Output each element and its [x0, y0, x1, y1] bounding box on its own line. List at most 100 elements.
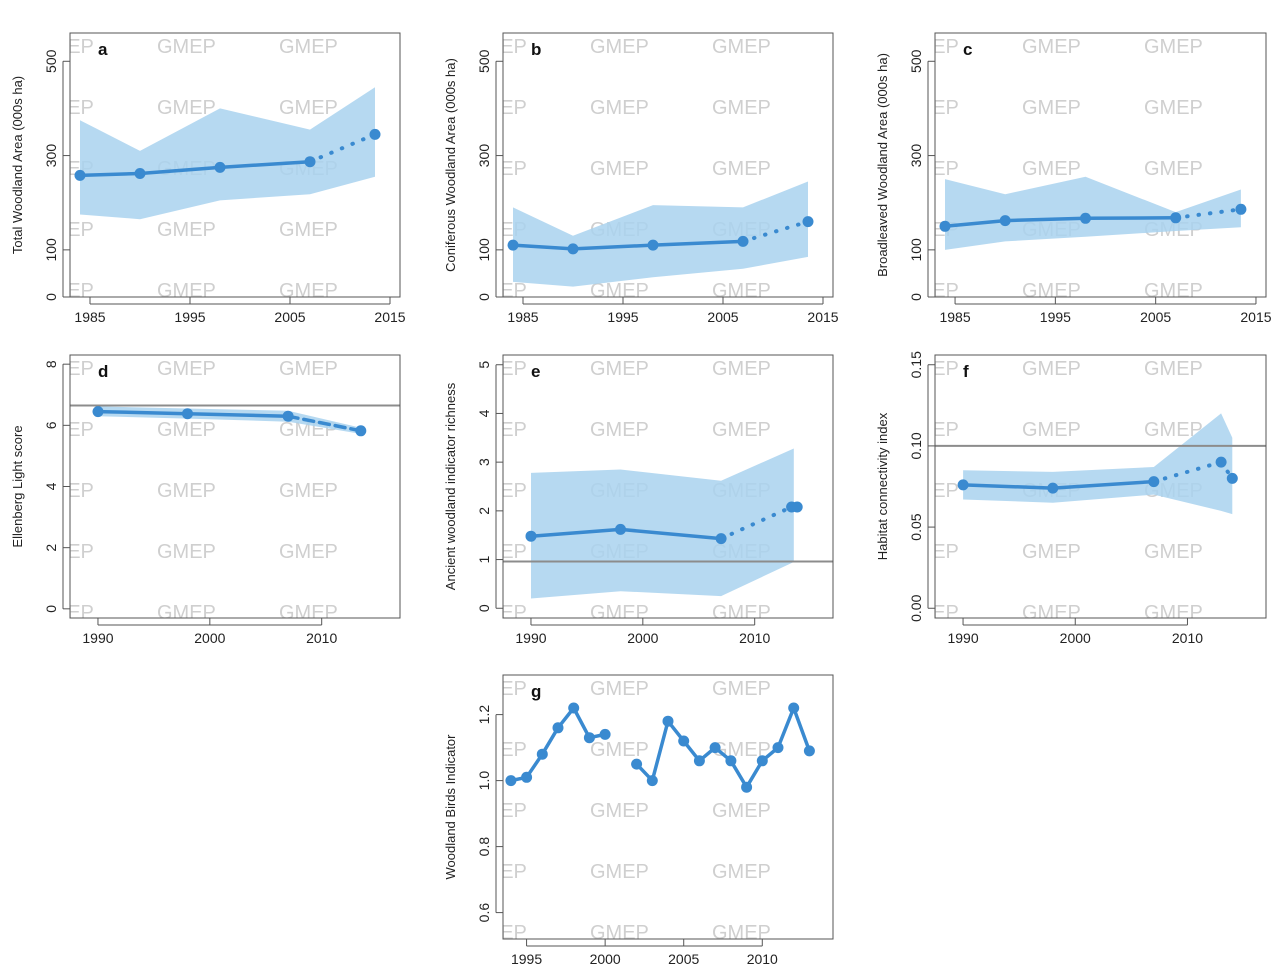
- watermark-text: GMEP: [1144, 541, 1203, 563]
- data-point: [525, 530, 537, 542]
- y-tick-label: 300: [908, 144, 924, 168]
- data-point: [369, 128, 381, 140]
- watermark-text: GMEP: [712, 358, 771, 380]
- watermark-text: GMEP: [401, 280, 460, 302]
- watermark-text: GMEP: [1022, 158, 1081, 180]
- x-tick-label: 2000: [194, 630, 225, 646]
- watermark-text: GMEP: [468, 158, 527, 180]
- watermark-group: GMEP GMEP GMEP GMEP GMEP GMEP GMEP GMEP GMEP GMEP…: [900, 36, 1276, 302]
- panel-e: GMEP GMEP GMEP GMEP GMEP GMEP GMEP GMEP GMEP GMEP…: [443, 354, 834, 646]
- watermark-text: GMEP: [590, 419, 649, 441]
- data-point: [74, 169, 86, 181]
- y-tick-label: 0: [43, 605, 59, 613]
- panel-label: e: [531, 362, 540, 381]
- x-tick-label: 2015: [807, 309, 838, 325]
- watermark-text: GMEP: [900, 97, 959, 119]
- panel-a: GMEP GMEP GMEP GMEP GMEP GMEP GMEP GMEP GMEP GMEP…: [10, 32, 460, 325]
- watermark-text: GMEP: [468, 739, 527, 761]
- watermark-group: GMEP GMEP GMEP GMEP GMEP GMEP GMEP GMEP GMEP GMEP…: [468, 678, 893, 944]
- plot-frame: [502, 354, 834, 619]
- watermark-text: GMEP: [1266, 541, 1276, 563]
- data-point: [355, 425, 367, 437]
- plot-frame: [69, 354, 401, 619]
- watermark-text: GMEP: [279, 602, 338, 624]
- confidence-band: [945, 176, 1241, 250]
- watermark-text: GMEP: [279, 541, 338, 563]
- watermark-text: GMEP: [468, 480, 527, 502]
- y-tick-label: 2: [476, 507, 492, 515]
- watermark-text: GMEP: [468, 419, 527, 441]
- series-line-1: [943, 216, 1178, 229]
- x-tick-label: 1995: [1040, 309, 1071, 325]
- y-tick-label: 1.2: [476, 705, 492, 725]
- y-tick-label: 500: [43, 49, 59, 73]
- watermark-text: GMEP: [468, 36, 527, 58]
- panel-label: b: [531, 40, 541, 59]
- y-tick-label: 0.05: [908, 513, 924, 540]
- watermark-text: GMEP: [590, 36, 649, 58]
- watermark-text: GMEP: [712, 97, 771, 119]
- series-line-1: [78, 159, 312, 178]
- x-tick-label: 2010: [747, 951, 778, 967]
- data-point: [772, 742, 784, 754]
- x-tick-label: 2000: [1060, 630, 1091, 646]
- data-point: [552, 722, 564, 734]
- data-point: [631, 758, 643, 770]
- data-point: [282, 410, 294, 422]
- y-tick-label: 3: [476, 458, 492, 466]
- data-point: [662, 715, 674, 727]
- x-tick-label: 1995: [511, 951, 542, 967]
- data-point: [1226, 472, 1238, 484]
- x-tick-label: 2000: [627, 630, 658, 646]
- watermark-text: GMEP: [834, 280, 893, 302]
- x-tick-label: 2005: [668, 951, 699, 967]
- watermark-text: GMEP: [1266, 480, 1276, 502]
- watermark-text: GMEP: [834, 800, 893, 822]
- data-point: [304, 156, 316, 168]
- panel-c: GMEP GMEP GMEP GMEP GMEP GMEP GMEP GMEP GMEP GMEP…: [875, 32, 1276, 325]
- watermark-text: GMEP: [35, 541, 94, 563]
- series-line-2: [634, 706, 812, 789]
- x-tick-label: 1990: [515, 630, 546, 646]
- data-point: [1215, 456, 1227, 468]
- watermark-text: GMEP: [834, 739, 893, 761]
- watermark-text: GMEP: [1144, 358, 1203, 380]
- y-tick-label: 0.8: [476, 837, 492, 857]
- y-tick-label: 0: [476, 293, 492, 301]
- data-point: [507, 239, 519, 251]
- y-tick-label: 300: [476, 144, 492, 168]
- watermark-text: GMEP: [590, 602, 649, 624]
- watermark-text: GMEP: [900, 541, 959, 563]
- data-point: [715, 533, 727, 545]
- series-line-2: [286, 414, 363, 433]
- y-tick-label: 8: [43, 360, 59, 368]
- data-point: [693, 755, 705, 767]
- watermark-text: GMEP: [590, 800, 649, 822]
- data-point: [505, 775, 517, 787]
- watermark-text: GMEP: [590, 922, 649, 944]
- watermark-text: GMEP: [1144, 419, 1203, 441]
- watermark-text: GMEP: [1266, 358, 1276, 380]
- watermark-text: GMEP: [834, 861, 893, 883]
- watermark-text: GMEP: [35, 480, 94, 502]
- y-tick-label: 1: [476, 555, 492, 563]
- x-tick-label: 2010: [1172, 630, 1203, 646]
- data-point: [999, 215, 1011, 227]
- plot-frame: [502, 32, 834, 298]
- watermark-text: GMEP: [900, 480, 959, 502]
- watermark-text: GMEP: [590, 158, 649, 180]
- data-point: [678, 735, 690, 747]
- watermark-text: GMEP: [1266, 280, 1276, 302]
- data-point: [1080, 212, 1091, 224]
- watermark-text: GMEP: [712, 678, 771, 700]
- watermark-text: GMEP: [35, 219, 94, 241]
- x-tick-label: 2005: [274, 309, 305, 325]
- panel-label: c: [963, 40, 972, 59]
- watermark-text: GMEP: [468, 678, 527, 700]
- watermark-text: GMEP: [1266, 219, 1276, 241]
- watermark-text: GMEP: [1266, 158, 1276, 180]
- watermark-text: GMEP: [1144, 36, 1203, 58]
- watermark-text: GMEP: [468, 922, 527, 944]
- y-axis-label: Woodland Birds Indicator: [443, 734, 458, 880]
